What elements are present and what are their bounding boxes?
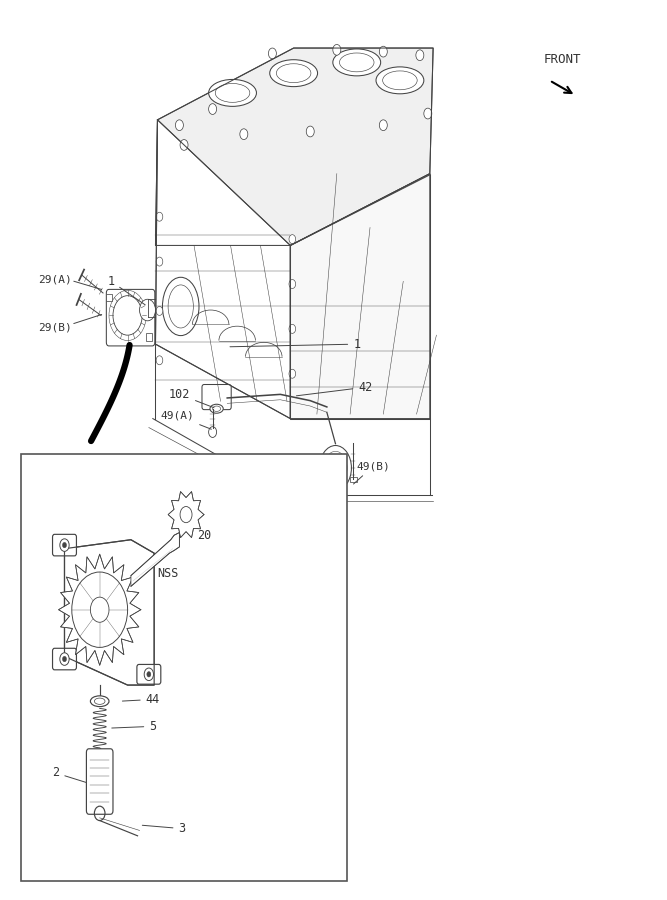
Ellipse shape bbox=[91, 696, 109, 706]
Ellipse shape bbox=[210, 404, 223, 413]
Text: 2: 2 bbox=[52, 767, 88, 783]
Circle shape bbox=[156, 356, 163, 364]
Bar bbox=[146, 333, 151, 340]
Circle shape bbox=[180, 140, 188, 150]
Circle shape bbox=[175, 120, 183, 130]
Circle shape bbox=[156, 212, 163, 221]
Circle shape bbox=[60, 539, 69, 552]
Ellipse shape bbox=[376, 67, 424, 94]
Circle shape bbox=[63, 543, 67, 548]
FancyBboxPatch shape bbox=[137, 664, 161, 684]
Circle shape bbox=[268, 48, 276, 58]
Circle shape bbox=[72, 572, 127, 647]
Bar bbox=[21, 454, 347, 881]
Circle shape bbox=[156, 257, 163, 266]
Polygon shape bbox=[65, 540, 154, 685]
Text: 44: 44 bbox=[123, 693, 160, 706]
Text: FRONT: FRONT bbox=[544, 53, 582, 67]
Ellipse shape bbox=[209, 79, 256, 106]
Circle shape bbox=[180, 507, 192, 523]
Text: 49(B): 49(B) bbox=[354, 461, 390, 484]
Circle shape bbox=[289, 324, 295, 333]
Circle shape bbox=[306, 126, 314, 137]
Circle shape bbox=[424, 108, 432, 119]
FancyBboxPatch shape bbox=[53, 648, 77, 670]
Circle shape bbox=[147, 671, 151, 677]
Circle shape bbox=[289, 369, 295, 378]
Polygon shape bbox=[155, 120, 290, 418]
Circle shape bbox=[156, 306, 163, 315]
FancyBboxPatch shape bbox=[87, 749, 113, 814]
Circle shape bbox=[60, 652, 69, 665]
Polygon shape bbox=[155, 48, 433, 246]
Circle shape bbox=[416, 50, 424, 60]
Circle shape bbox=[380, 120, 388, 130]
Text: 42: 42 bbox=[296, 381, 372, 396]
Circle shape bbox=[144, 668, 153, 680]
Text: 29(A): 29(A) bbox=[37, 274, 71, 284]
Bar bbox=[21, 454, 347, 881]
Text: NSS: NSS bbox=[143, 567, 178, 582]
Ellipse shape bbox=[333, 49, 381, 76]
Bar bbox=[106, 294, 111, 302]
Circle shape bbox=[139, 300, 155, 320]
Circle shape bbox=[333, 44, 341, 55]
Polygon shape bbox=[290, 174, 430, 418]
Ellipse shape bbox=[319, 446, 352, 491]
Circle shape bbox=[209, 427, 217, 437]
Ellipse shape bbox=[269, 59, 317, 86]
Ellipse shape bbox=[163, 277, 199, 336]
Circle shape bbox=[289, 280, 295, 289]
Circle shape bbox=[380, 46, 388, 57]
FancyBboxPatch shape bbox=[202, 384, 231, 410]
Circle shape bbox=[91, 597, 109, 622]
Text: 102: 102 bbox=[169, 388, 214, 408]
Text: 5: 5 bbox=[112, 720, 156, 733]
Text: 1: 1 bbox=[107, 274, 145, 305]
Circle shape bbox=[289, 235, 295, 244]
FancyBboxPatch shape bbox=[53, 535, 77, 556]
Circle shape bbox=[209, 104, 217, 114]
Circle shape bbox=[63, 656, 67, 662]
Text: 29(B): 29(B) bbox=[37, 322, 71, 332]
FancyBboxPatch shape bbox=[106, 290, 155, 346]
Text: 3: 3 bbox=[142, 822, 185, 835]
Polygon shape bbox=[59, 554, 141, 665]
Text: 1: 1 bbox=[230, 338, 360, 351]
Text: 20: 20 bbox=[186, 523, 211, 542]
Text: 49(A): 49(A) bbox=[161, 411, 211, 429]
Circle shape bbox=[113, 296, 142, 335]
Bar bbox=[350, 477, 357, 482]
Polygon shape bbox=[168, 491, 204, 537]
Circle shape bbox=[240, 129, 248, 140]
Polygon shape bbox=[131, 533, 179, 587]
